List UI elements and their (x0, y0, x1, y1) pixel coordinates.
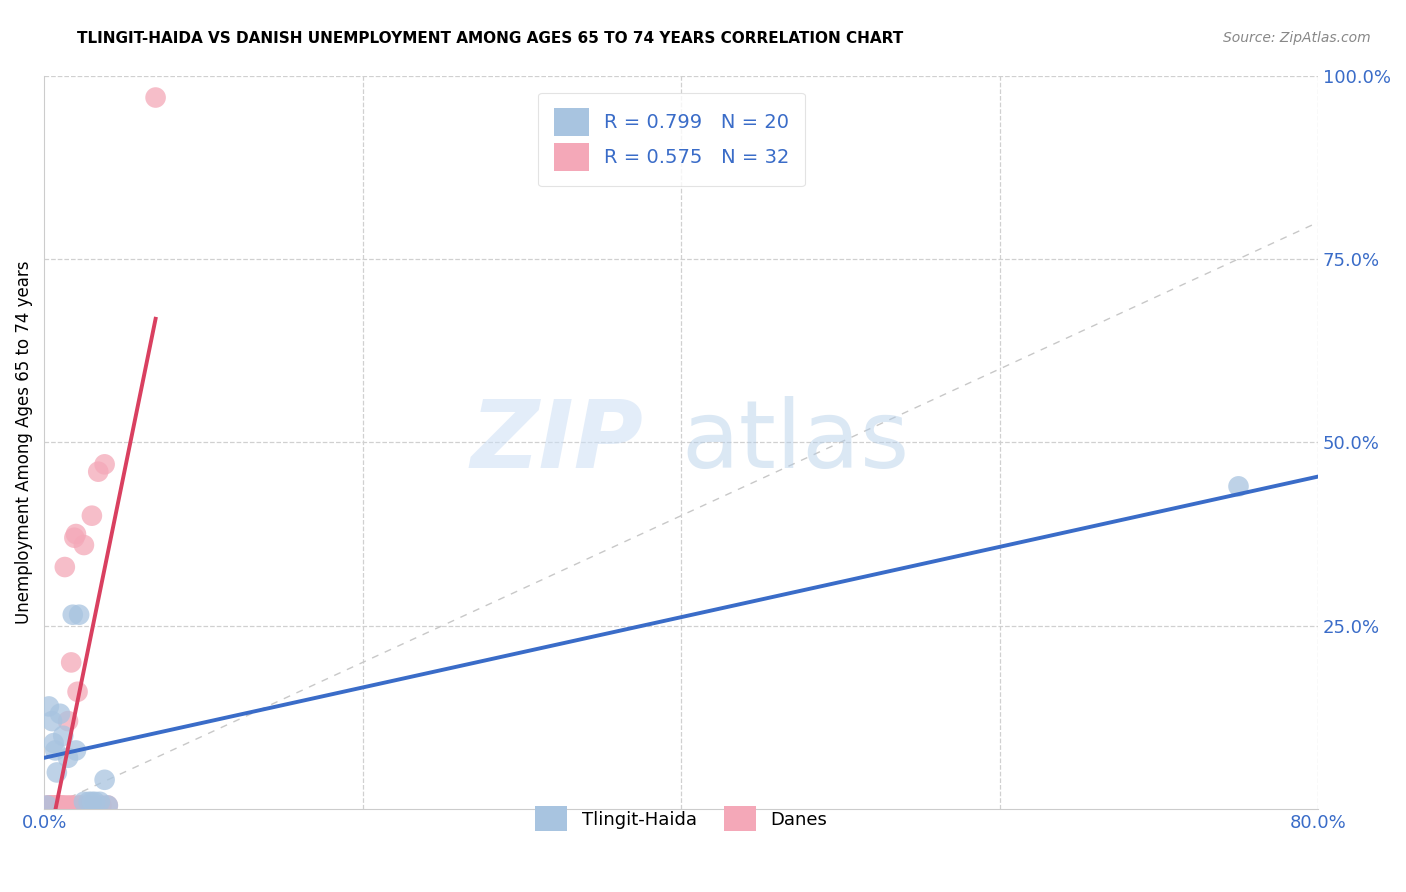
Point (55, 798, 77, 813)
Point (49, 706, 72, 721)
Point (56, 751, 79, 765)
Point (65, 743, 87, 757)
Point (63, 531, 86, 545)
Point (87, 465, 110, 479)
Point (42, 798, 65, 813)
Point (145, 90, 167, 104)
Text: atlas: atlas (681, 396, 910, 488)
Legend: Tlingit-Haida, Danes: Tlingit-Haida, Danes (522, 793, 841, 844)
Point (53, 560, 76, 574)
Point (37, 798, 59, 813)
Point (93, 772, 115, 787)
Point (51, 798, 73, 813)
Point (80, 508, 103, 523)
Text: Source: ZipAtlas.com: Source: ZipAtlas.com (1223, 31, 1371, 45)
Point (77, 798, 100, 813)
Point (52, 798, 75, 813)
Point (89, 795, 111, 809)
Point (52, 729, 75, 743)
Point (38, 699, 60, 714)
Point (77, 795, 100, 809)
Point (60, 656, 83, 670)
Point (56, 714, 79, 728)
Point (76, 798, 98, 813)
Y-axis label: Unemployment Among Ages 65 to 74 years: Unemployment Among Ages 65 to 74 years (15, 260, 32, 624)
Point (80, 795, 103, 809)
Point (1227, 479, 1250, 493)
Point (97, 798, 120, 813)
Point (49, 798, 72, 813)
Point (65, 527, 87, 541)
Point (42, 736, 65, 750)
Point (37, 798, 59, 813)
Point (84, 795, 107, 809)
Point (73, 538, 96, 552)
Text: TLINGIT-HAIDA VS DANISH UNEMPLOYMENT AMONG AGES 65 TO 74 YEARS CORRELATION CHART: TLINGIT-HAIDA VS DANISH UNEMPLOYMENT AMO… (77, 31, 904, 46)
Text: ZIP: ZIP (470, 396, 643, 488)
Point (45, 798, 67, 813)
Point (62, 798, 84, 813)
Point (93, 458, 115, 472)
Point (97, 798, 120, 813)
Point (67, 607, 90, 622)
Point (90, 798, 112, 813)
Point (84, 798, 107, 813)
Point (39, 798, 62, 813)
Point (45, 765, 67, 780)
Point (38, 798, 60, 813)
Point (58, 798, 80, 813)
Point (62, 607, 84, 622)
Point (66, 685, 89, 699)
Point (67, 798, 90, 813)
Point (41, 714, 63, 728)
Point (73, 795, 96, 809)
Point (44, 798, 66, 813)
Point (44, 743, 66, 757)
Point (48, 798, 70, 813)
Point (69, 798, 91, 813)
Point (41, 798, 63, 813)
